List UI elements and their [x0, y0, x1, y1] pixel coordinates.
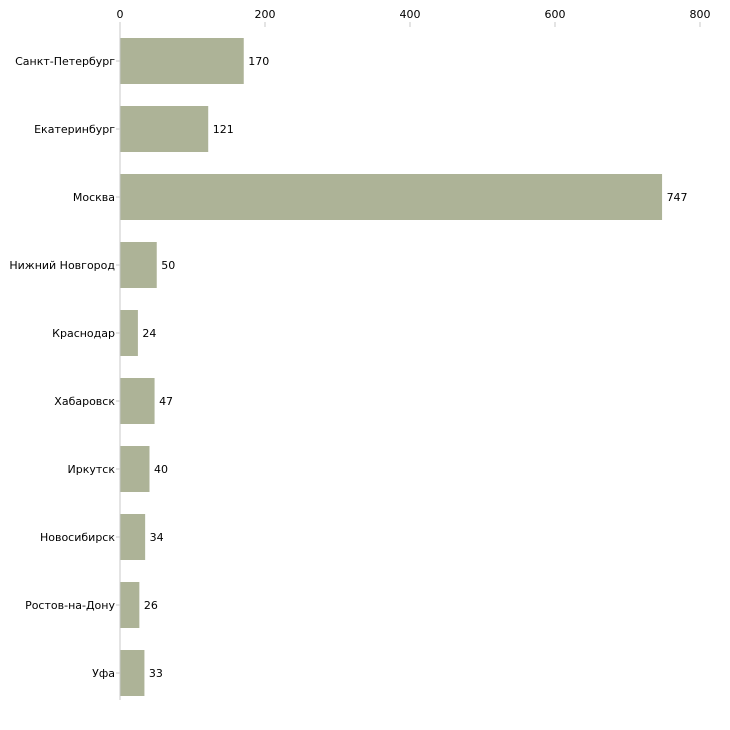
category-label: Хабаровск [54, 395, 115, 408]
category-axis: Санкт-Петербург Екатеринбург Москва Нижний … [9, 55, 120, 680]
x-tick-label: 0 [117, 8, 124, 21]
value-label: 47 [159, 395, 173, 408]
value-label: 50 [161, 259, 175, 272]
bar [120, 174, 663, 220]
category-label: Новосибирск [40, 531, 115, 544]
category-label: Уфа [92, 667, 115, 680]
bar [120, 650, 145, 696]
bar [120, 514, 146, 560]
bar [120, 582, 140, 628]
category-label: Екатеринбург [34, 123, 115, 136]
value-label: 34 [150, 531, 164, 544]
bar [120, 242, 157, 288]
bar [120, 38, 244, 84]
x-tick-label: 400 [400, 8, 421, 21]
category-label: Нижний Новгород [9, 259, 115, 272]
data-labels: 170 121 747 50 24 47 40 34 26 33 [142, 55, 687, 680]
category-label: Краснодар [52, 327, 115, 340]
value-label: 170 [248, 55, 269, 68]
category-label: Санкт-Петербург [15, 55, 115, 68]
bar [120, 106, 209, 152]
value-label: 747 [667, 191, 688, 204]
bar [120, 310, 138, 356]
bar-series [120, 38, 663, 696]
category-label: Москва [73, 191, 115, 204]
x-tick-label: 800 [690, 8, 711, 21]
x-axis: 0 200 400 600 800 [117, 8, 711, 27]
category-label: Ростов-на-Дону [25, 599, 115, 612]
value-label: 33 [149, 667, 163, 680]
bar [120, 378, 155, 424]
bar [120, 446, 150, 492]
category-label: Иркутск [68, 463, 116, 476]
value-label: 26 [144, 599, 158, 612]
x-tick-label: 600 [545, 8, 566, 21]
value-label: 40 [154, 463, 168, 476]
value-label: 24 [142, 327, 156, 340]
x-tick-label: 200 [255, 8, 276, 21]
value-label: 121 [213, 123, 234, 136]
